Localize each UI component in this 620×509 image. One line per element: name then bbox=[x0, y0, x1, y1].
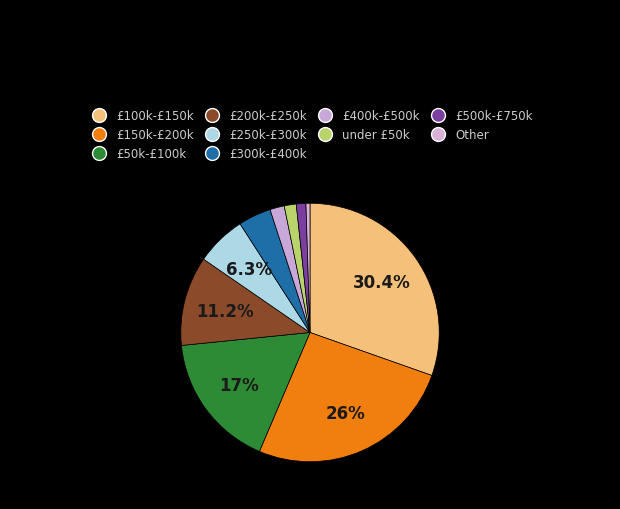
Text: 17%: 17% bbox=[219, 376, 259, 394]
Legend: £100k-£150k, £150k-£200k, £50k-£100k, £200k-£250k, £250k-£300k, £300k-£400k, £40: £100k-£150k, £150k-£200k, £50k-£100k, £2… bbox=[84, 106, 536, 164]
Wedge shape bbox=[306, 204, 310, 333]
Text: 30.4%: 30.4% bbox=[353, 273, 410, 291]
Wedge shape bbox=[240, 210, 310, 333]
Wedge shape bbox=[181, 260, 310, 346]
Wedge shape bbox=[296, 204, 310, 333]
Text: 6.3%: 6.3% bbox=[226, 261, 272, 279]
Text: 11.2%: 11.2% bbox=[196, 302, 254, 320]
Wedge shape bbox=[259, 333, 432, 462]
Text: 26%: 26% bbox=[326, 404, 365, 422]
Wedge shape bbox=[270, 207, 310, 333]
Wedge shape bbox=[203, 224, 310, 333]
Wedge shape bbox=[182, 333, 310, 451]
Wedge shape bbox=[310, 204, 439, 376]
Wedge shape bbox=[284, 205, 310, 333]
